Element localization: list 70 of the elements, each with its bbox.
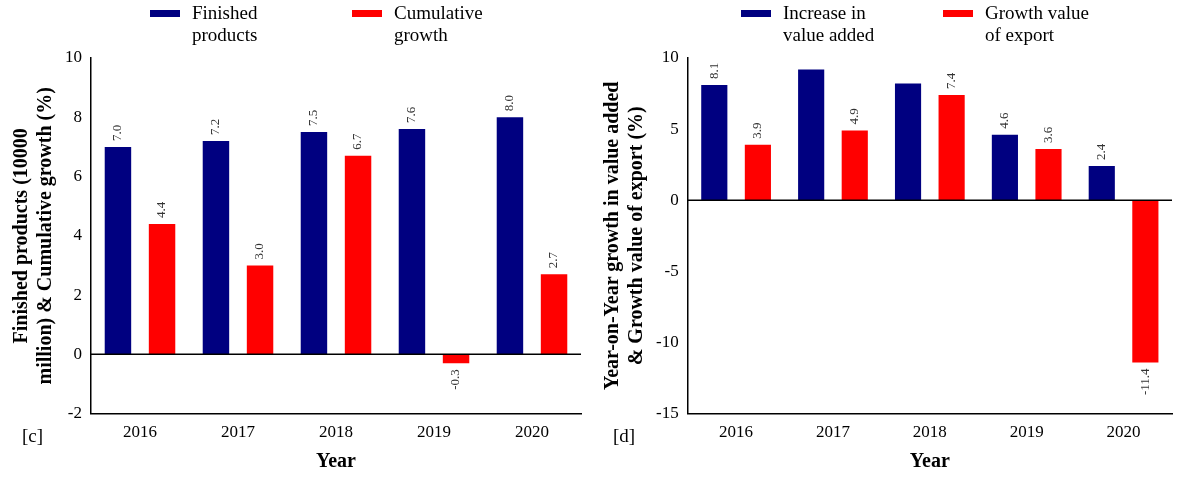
- bar: [841, 130, 868, 201]
- bar: [991, 134, 1018, 201]
- x-axis-title: Year: [909, 449, 950, 472]
- y-tick-label: -10: [655, 331, 679, 351]
- bar: [246, 265, 274, 355]
- legend-label: Increase in value added: [783, 2, 876, 46]
- y-tick-label: 10: [661, 47, 679, 67]
- x-axis-title: Year: [316, 449, 357, 472]
- text: [c]: [22, 425, 44, 447]
- bar: [938, 94, 965, 201]
- x-tick-label: 2020: [515, 422, 549, 442]
- y-tick-label: 0: [670, 189, 679, 209]
- bar: [1132, 200, 1159, 363]
- data-label: 2.4: [1093, 143, 1109, 161]
- data-label: 8.1: [705, 62, 721, 80]
- data-label: 3.0: [251, 243, 267, 260]
- data-label: 7.0: [109, 124, 125, 141]
- data-label: 7.5: [305, 109, 321, 127]
- bar: [744, 144, 771, 201]
- data-label: -0.3: [447, 369, 463, 390]
- x-tick-label: 2020: [1106, 422, 1141, 442]
- y-tick-label: -2: [67, 403, 82, 423]
- y-axis-title: Finished products (10000 million) & Cumulative growth (%): [9, 87, 57, 385]
- bar: [344, 155, 372, 355]
- data-label: 4.4: [153, 201, 169, 218]
- bar: [104, 146, 132, 355]
- legend-label: Growth value of export: [985, 2, 1090, 46]
- bar: [202, 140, 230, 355]
- y-tick-label: 2: [73, 284, 82, 304]
- data-label: 3.9: [749, 122, 765, 139]
- legend-label: Finished products: [192, 2, 259, 46]
- data-label: 3.6: [1039, 126, 1055, 144]
- y-tick-label: -5: [664, 260, 679, 280]
- data-label: 2.7: [545, 251, 561, 269]
- data-label: 4.9: [846, 108, 862, 125]
- bar: [300, 132, 328, 355]
- y-tick-label: 6: [73, 166, 82, 185]
- data-label: 7.2: [207, 118, 223, 135]
- legend-label: Cumulative growth: [394, 2, 484, 46]
- data-label: 6.7: [349, 133, 365, 150]
- bar: [540, 274, 568, 355]
- bar: [496, 117, 524, 355]
- data-label: 4.6: [996, 112, 1012, 129]
- text: [d]: [613, 425, 636, 447]
- x-tick-label: 2016: [719, 422, 754, 442]
- bar: [148, 223, 176, 355]
- y-tick-label: 8: [73, 106, 82, 126]
- bar: [398, 129, 426, 355]
- x-tick-label: 2017: [815, 422, 851, 442]
- data-label: 7.6: [403, 106, 419, 124]
- bar: [1035, 149, 1062, 201]
- x-tick-label: 2018: [319, 422, 353, 442]
- y-tick-label: 4: [73, 225, 83, 245]
- bar: [798, 69, 825, 201]
- x-tick-label: 2019: [417, 422, 451, 442]
- x-tick-label: 2019: [1009, 422, 1044, 442]
- x-tick-label: 2017: [221, 422, 256, 442]
- bar: [701, 85, 728, 201]
- bar: [1088, 166, 1115, 201]
- bar: [894, 83, 922, 201]
- y-tick-label: 10: [65, 47, 82, 67]
- x-tick-label: 2018: [912, 422, 947, 442]
- y-tick-label: 0: [73, 343, 82, 363]
- x-tick-label: 2016: [123, 422, 157, 442]
- data-label: 7.4: [943, 72, 959, 89]
- y-axis-title: Year-on-Year growth in value added & Growth value of export (%): [600, 81, 648, 391]
- y-tick-label: 5: [670, 118, 679, 138]
- data-label: -11.4: [1136, 367, 1152, 395]
- y-tick-label: -15: [655, 403, 679, 423]
- data-label: 8.0: [501, 95, 517, 112]
